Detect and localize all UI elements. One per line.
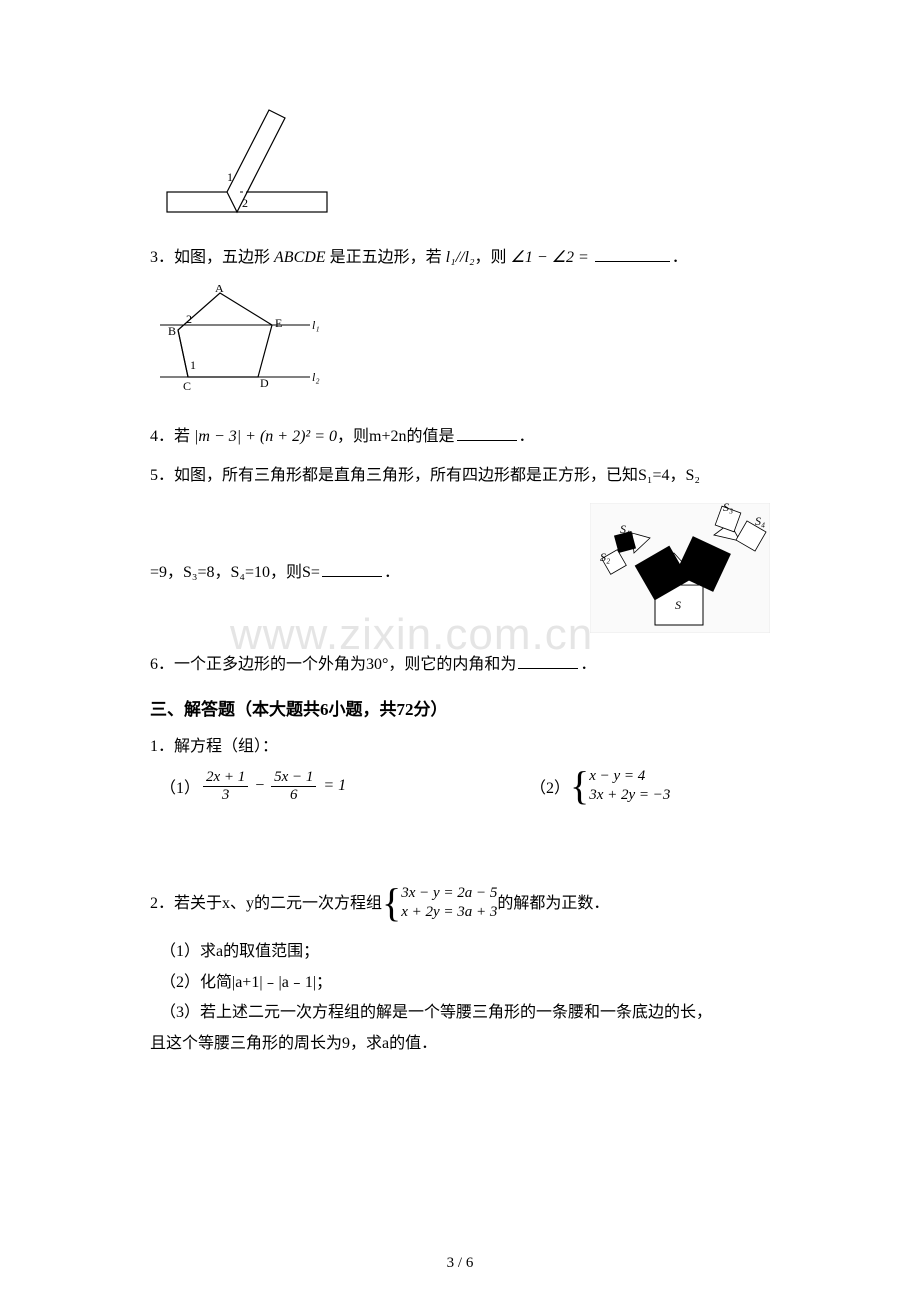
answer-2-sys-eq2: x + 2y = 3a + 3 (401, 903, 497, 923)
problem-4-text-b: ，则m+2n的值是 (337, 428, 454, 445)
answer-2-p2: （2）化简|a+1|﹣|a﹣1|； (160, 968, 770, 998)
answer-1-frac1-num: 2x + 1 (203, 769, 248, 787)
problem-5-number: 5． (150, 467, 174, 484)
problem-5-row: =9，S₃=8，S₄=10，则S= ． S S₁ S₂ S₃ S₄ (150, 503, 770, 638)
angle-2-label: 2 (242, 196, 248, 210)
problem-3-text-b: 是正五边形，若 (330, 249, 442, 266)
problem-6-period: ． (580, 656, 596, 673)
answer-1-part1: （1） 2x + 1 3 − 5x − 1 6 = 1 (150, 769, 530, 804)
problem-3-text-a: 如图，五边形 (174, 249, 270, 266)
answer-1-part2-label: （2） (530, 774, 570, 798)
problem-4: 4．若 |m − 3| + (n + 2)² = 0，则m+2n的值是 ． (150, 424, 770, 450)
answer-1-part1-label: （1） (160, 774, 200, 798)
problem-4-blank (457, 425, 517, 441)
answer-1-part2: （2） { x − y = 4 3x + 2y = −3 (530, 766, 670, 806)
answer-1-system: { x − y = 4 3x + 2y = −3 (570, 766, 670, 806)
figure-pentagon: A B C D E l₁ l₂ 1 2 (160, 285, 770, 410)
section-3-heading: 三、解答题（本大题共6小题，共72分） (150, 695, 770, 720)
answer-1-frac1-den: 3 (219, 787, 233, 804)
pyth-s3: S₃ (723, 503, 733, 514)
answer-1-number: 1． (150, 738, 174, 755)
answer-2-p3a: （3）若上述二元一次方程组的解是一个等腰三角形的一条腰和一条底边的长， (160, 998, 770, 1028)
answer-1-frac2-num: 5x − 1 (271, 769, 316, 787)
problem-6: 6．一个正多边形的一个外角为30°，则它的内角和为 ． (150, 652, 770, 678)
figure-pythagorean: S S₁ S₂ S₃ S₄ (590, 503, 770, 638)
problem-3-abcde: ABCDE (274, 249, 326, 266)
pyth-s4: S₄ (755, 514, 765, 528)
problem-5-period: ． (384, 564, 400, 581)
answer-2-subparts: （1）求a的取值范围； （2）化简|a+1|﹣|a﹣1|； （3）若上述二元一次… (160, 937, 770, 1059)
problem-6-blank (518, 653, 578, 669)
problem-3-expr: ∠1 − ∠2 = (511, 249, 589, 266)
problem-5-blank (322, 561, 382, 577)
problem-5-line1: 5．如图，所有三角形都是直角三角形，所有四边形都是正方形，已知S₁=4，S₂ (150, 463, 770, 489)
problem-3-text-c: ，则 (475, 249, 507, 266)
pentagon-label-d: D (260, 376, 269, 390)
problem-5-text-b-wrap: =9，S₃=8，S₄=10，则S= ． (150, 558, 400, 582)
answer-2-text-b: 的解都为正数． (497, 891, 609, 917)
problem-3-l1l2: l₁//l₂ (446, 249, 475, 266)
answer-1-frac2-den: 6 (287, 787, 301, 804)
angle-1-label: 1 (227, 170, 233, 184)
answer-1-frac2: 5x − 1 6 (271, 769, 316, 804)
answer-2-number: 2． (150, 891, 174, 917)
pentagon-label-e: E (275, 316, 282, 330)
pentagon-ang1: 1 (190, 358, 196, 372)
figure-rectangle-fold: 1 2 (165, 100, 770, 225)
answer-2-p1: （1）求a的取值范围； (160, 937, 770, 967)
pentagon-label-a: A (215, 285, 224, 295)
problem-4-expr: |m − 3| + (n + 2)² = 0 (194, 428, 337, 445)
pentagon-ang2: 2 (186, 312, 192, 326)
problem-5-text-a: 如图，所有三角形都是直角三角形，所有四边形都是正方形，已知S₁=4，S₂ (174, 467, 700, 484)
answer-1-equations: （1） 2x + 1 3 − 5x − 1 6 = 1 （2） { x − y … (150, 766, 770, 806)
problem-4-text-a: 若 (174, 428, 190, 445)
answer-2-text-a: 若关于x、y的二元一次方程组 (174, 891, 382, 917)
pentagon-l2: l₂ (312, 370, 320, 384)
pentagon-label-c: C (183, 379, 191, 393)
problem-5-text-b: =9，S₃=8，S₄=10，则S= (150, 564, 320, 581)
brace-icon: { (382, 883, 401, 923)
page-number: 3 / 6 (0, 1255, 920, 1272)
brace-icon: { (570, 766, 589, 806)
problem-6-number: 6． (150, 656, 174, 673)
answer-1-frac1: 2x + 1 3 (203, 769, 248, 804)
answer-2-p3b: 且这个等腰三角形的周长为9，求a的值． (150, 1029, 770, 1059)
problem-6-text: 一个正多边形的一个外角为30°，则它的内角和为 (174, 656, 516, 673)
problem-3: 3．如图，五边形 ABCDE 是正五边形，若 l₁//l₂，则 ∠1 − ∠2 … (150, 245, 770, 271)
pyth-s2: S₂ (600, 550, 610, 564)
answer-1-title-text: 解方程（组）： (174, 738, 278, 755)
pentagon-label-b: B (168, 324, 176, 338)
answer-1-sys-eq2: 3x + 2y = −3 (589, 786, 670, 806)
problem-4-period: ． (519, 428, 535, 445)
answer-2-system-eqs: 3x − y = 2a − 5 x + 2y = 3a + 3 (401, 884, 497, 923)
answer-1-minus: − (254, 777, 265, 795)
problem-3-number: 3． (150, 249, 174, 266)
problem-3-period: ． (672, 249, 688, 266)
answer-2-system: { 3x − y = 2a − 5 x + 2y = 3a + 3 (382, 883, 497, 923)
problem-3-blank (595, 246, 670, 262)
pyth-s1: S₁ (620, 522, 630, 536)
answer-1-title: 1．解方程（组）： (150, 732, 770, 756)
page-content: 1 2 3．如图，五边形 ABCDE 是正五边形，若 l₁//l₂，则 ∠1 −… (0, 0, 920, 1089)
answer-2: 2．若关于x、y的二元一次方程组 { 3x − y = 2a − 5 x + 2… (150, 883, 770, 923)
answer-2-sys-eq1: 3x − y = 2a − 5 (401, 884, 497, 904)
answer-1-system-eqs: x − y = 4 3x + 2y = −3 (589, 767, 670, 806)
answer-1-sys-eq1: x − y = 4 (589, 767, 670, 787)
answer-1-eq1: = 1 (323, 777, 346, 795)
pentagon-l1: l₁ (312, 318, 320, 332)
gap (150, 814, 770, 869)
pyth-s: S (675, 598, 681, 612)
problem-4-number: 4． (150, 428, 174, 445)
